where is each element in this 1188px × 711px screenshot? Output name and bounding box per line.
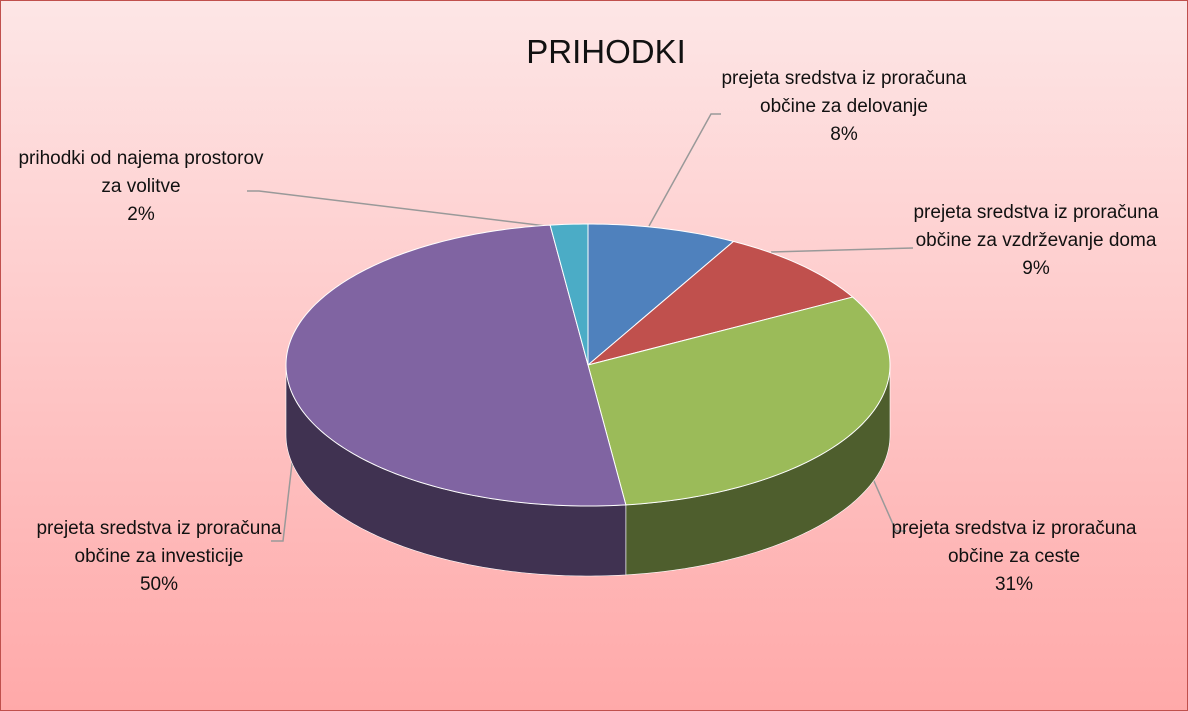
data-label: prejeta sredstva iz proračuna občine za …: [719, 65, 969, 149]
percent-label: 2%: [127, 204, 155, 225]
category-label: prejeta sredstva iz proračuna občine za …: [913, 202, 1159, 251]
pie-slice: [587, 223, 735, 367]
leader-line: [271, 428, 297, 542]
pie-slice: [587, 296, 891, 506]
chart-title: PRIHODKI: [526, 33, 686, 70]
pie-slice: [285, 224, 627, 507]
pie-slice: [549, 223, 589, 366]
percent-label: 31%: [994, 574, 1034, 595]
data-label: prihodki od najema prostorov za volitve 2…: [16, 145, 266, 229]
leader-line: [770, 247, 914, 253]
category-label: prejeta sredstva iz proračuna občine za …: [36, 518, 282, 567]
category-label: prihodki od najema prostorov za volitve: [18, 148, 264, 197]
leader-line: [247, 190, 572, 230]
leader-lines: [247, 113, 914, 542]
data-label: prejeta sredstva iz proračuna občine za …: [889, 515, 1139, 599]
percent-label: 8%: [830, 124, 858, 145]
pie-slice: [587, 240, 854, 366]
category-label: prejeta sredstva iz proračuna občine za …: [891, 518, 1137, 567]
leader-line: [865, 462, 906, 532]
category-label: prejeta sredstva iz proračuna občine za …: [721, 68, 967, 117]
data-label: prejeta sredstva iz proračuna občine za …: [911, 199, 1161, 283]
leader-line: [648, 113, 721, 227]
percent-label: 50%: [139, 574, 179, 595]
percent-label: 9%: [1022, 258, 1050, 279]
data-label: prejeta sredstva iz proračuna občine za …: [34, 515, 284, 599]
